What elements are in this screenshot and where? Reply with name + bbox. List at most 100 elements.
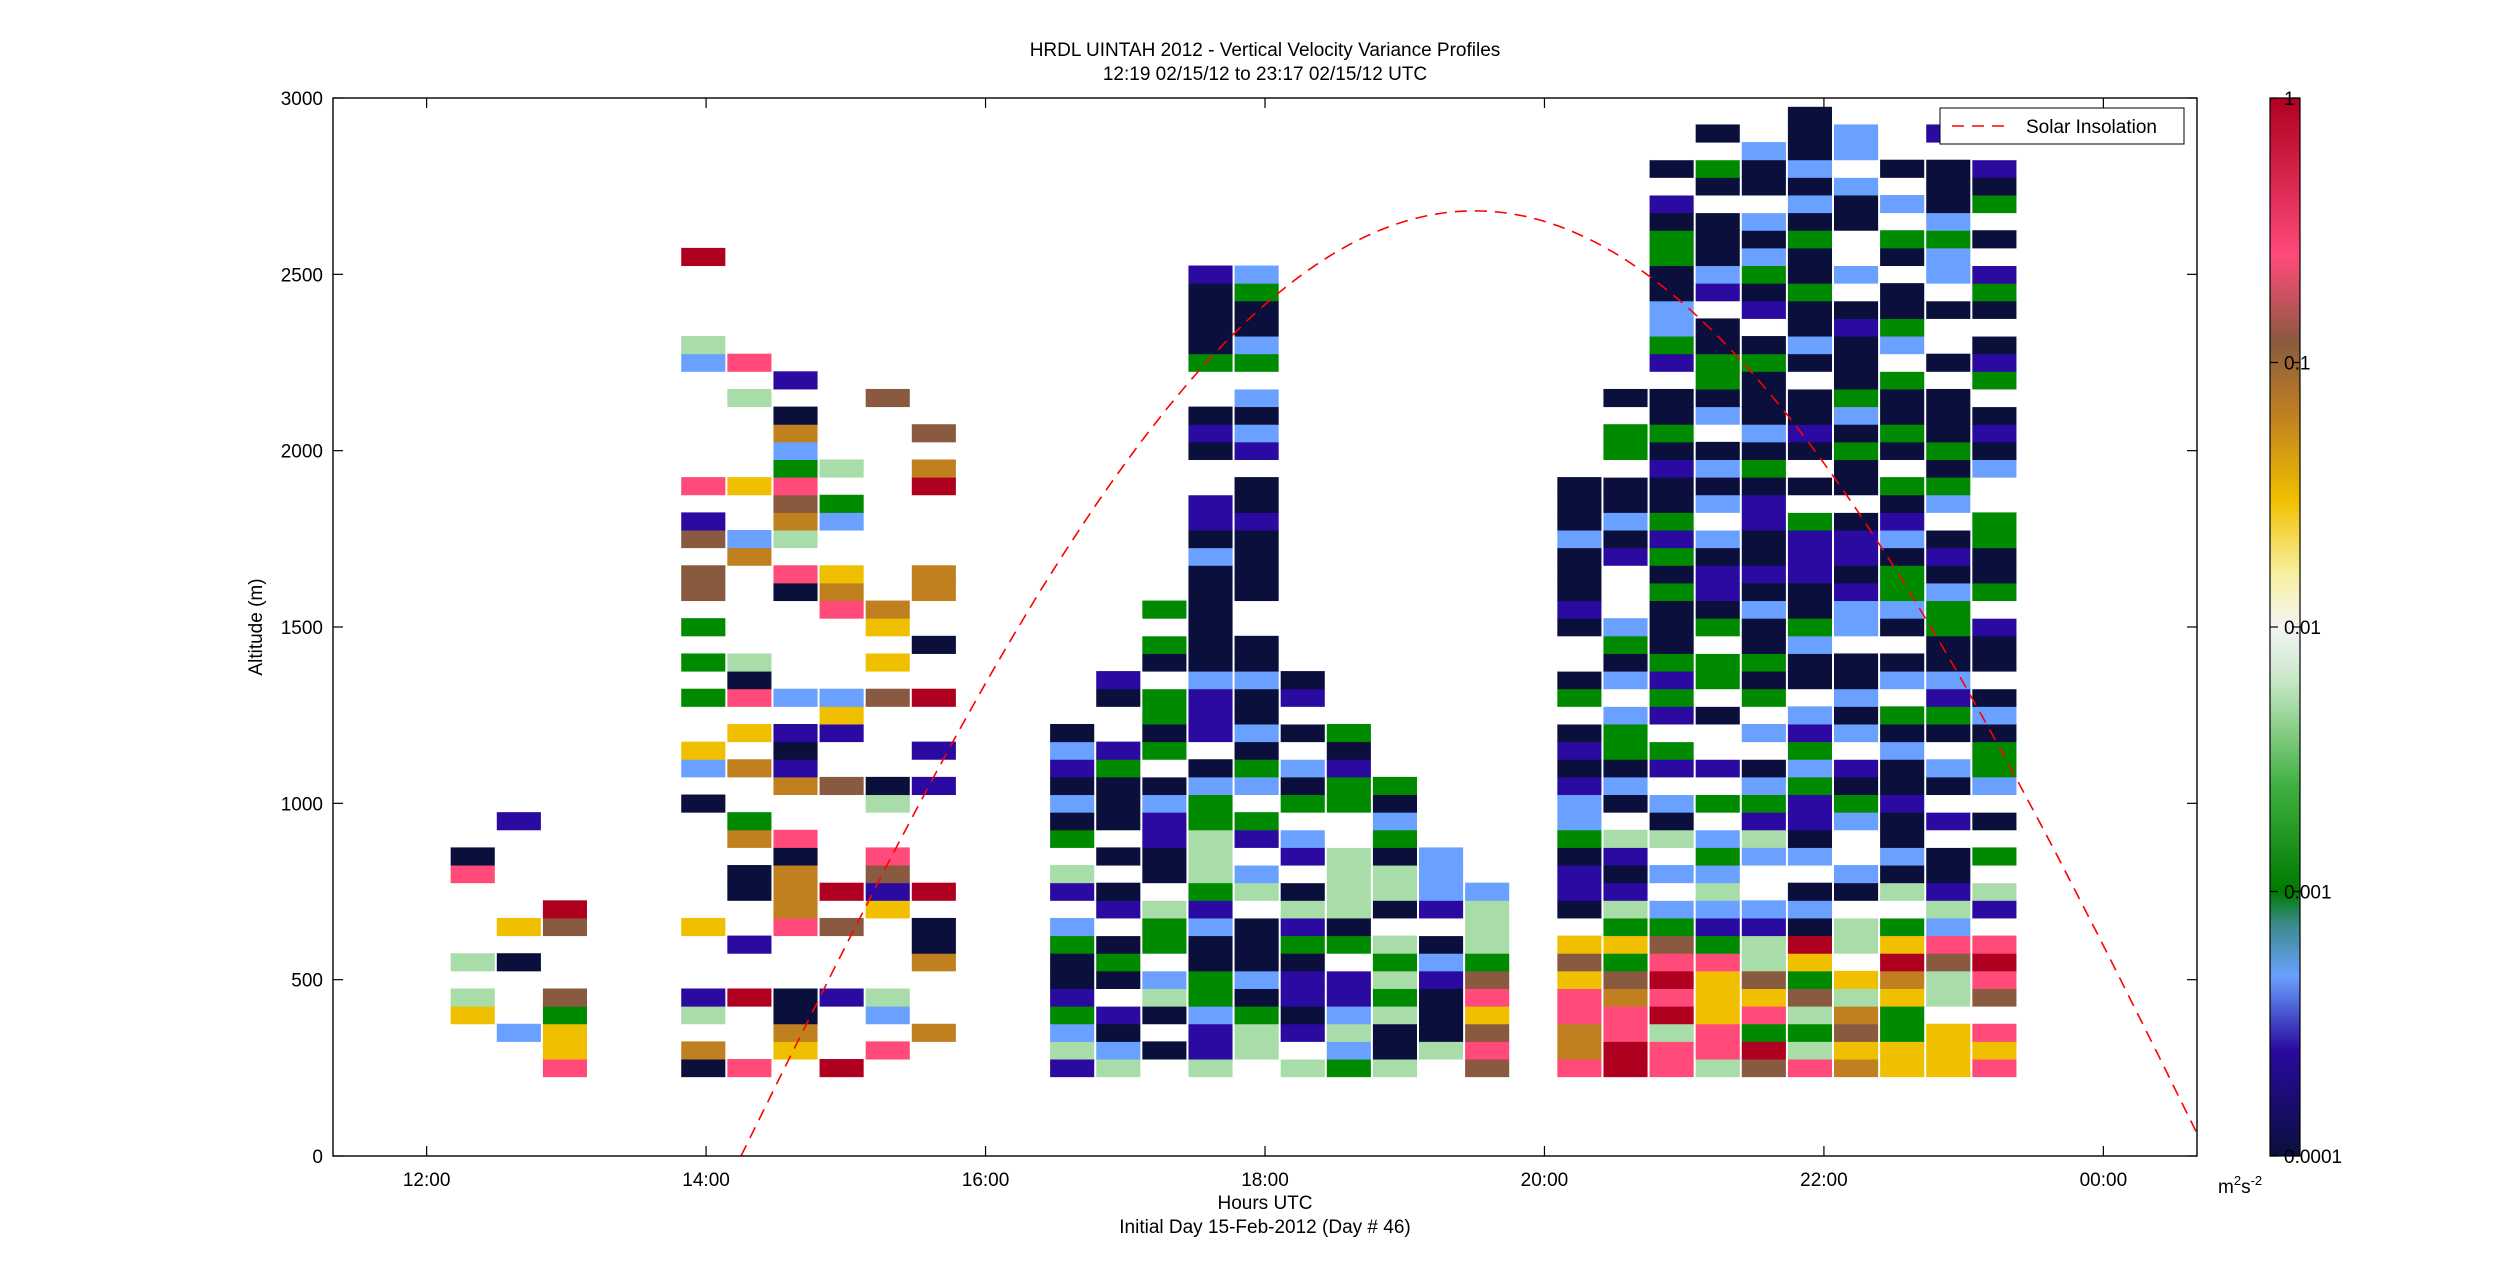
variance-cell	[1050, 776, 1095, 796]
variance-cell	[1787, 388, 1833, 408]
variance-cell	[1280, 865, 1325, 884]
variance-cell	[1741, 194, 1786, 214]
variance-cell	[1972, 671, 2017, 690]
variance-cell	[1557, 900, 1602, 919]
variance-cell	[1603, 900, 1648, 919]
variance-cell	[1142, 1006, 1187, 1025]
variance-cell	[1188, 812, 1233, 831]
variance-cell	[773, 424, 818, 443]
variance-cell	[865, 847, 910, 866]
variance-cell	[1880, 917, 1925, 937]
variance-cell	[1787, 671, 1833, 690]
variance-cell	[1741, 300, 1786, 319]
variance-cell	[1603, 494, 1648, 513]
variance-cell	[1326, 1023, 1371, 1042]
variance-cell	[1880, 706, 1925, 725]
variance-cell	[1972, 388, 2017, 408]
variance-cell	[1880, 600, 1925, 619]
variance-cell	[1695, 159, 1740, 178]
variance-cell	[1880, 829, 1925, 848]
variance-cell	[1972, 459, 2017, 478]
variance-cell	[1834, 776, 1879, 796]
variance-cell	[1280, 970, 1325, 989]
variance-cell	[1234, 1006, 1279, 1025]
variance-cell	[1649, 565, 1694, 584]
variance-cell	[1926, 829, 1971, 848]
variance-cell	[1557, 635, 1602, 654]
variance-cell	[1050, 759, 1095, 778]
variance-cell	[1926, 812, 1971, 831]
variance-cell	[1142, 953, 1187, 972]
variance-cell	[1695, 406, 1740, 425]
variance-cell	[1096, 970, 1141, 989]
variance-cell	[1787, 565, 1833, 584]
variance-cell	[1880, 1041, 1925, 1060]
variance-cell	[1926, 759, 1971, 778]
variance-cell	[1603, 618, 1648, 637]
variance-cell	[1188, 371, 1233, 390]
variance-cell	[1188, 565, 1233, 584]
variance-cell	[1050, 953, 1095, 972]
variance-cell	[1649, 212, 1694, 231]
variance-cell	[1972, 988, 2017, 1007]
variance-cell	[1557, 741, 1602, 760]
variance-cell	[1926, 318, 1971, 337]
variance-cell	[1834, 1023, 1879, 1042]
variance-cell	[1280, 1041, 1325, 1060]
variance-cell	[1972, 653, 2017, 672]
variance-cell	[1787, 776, 1833, 796]
variance-cell	[1695, 829, 1740, 848]
variance-cell	[1280, 900, 1325, 919]
variance-cell	[1649, 283, 1694, 302]
variance-cell	[1926, 776, 1971, 796]
variance-cell	[1188, 300, 1233, 319]
variance-cell	[1787, 900, 1833, 919]
variance-cell	[1834, 759, 1879, 778]
variance-cell	[1834, 600, 1879, 619]
variance-cell	[1972, 406, 2017, 425]
variance-cell	[1741, 829, 1786, 848]
variance-cell	[1787, 1059, 1833, 1078]
variance-cell	[450, 1006, 495, 1025]
variance-cell	[1234, 935, 1279, 954]
variance-cell	[1926, 1059, 1971, 1078]
variance-cell	[1880, 776, 1925, 796]
variance-cell	[1188, 530, 1233, 549]
variance-cell	[1695, 865, 1740, 884]
variance-cell	[1880, 247, 1925, 267]
variance-cell	[1741, 635, 1786, 654]
variance-cell	[1188, 706, 1233, 725]
variance-cell	[1096, 794, 1141, 813]
variance-cell	[773, 723, 818, 743]
variance-cell	[1926, 441, 1971, 460]
variance-cell	[1787, 917, 1833, 937]
variance-cell	[1834, 194, 1879, 214]
variance-cell	[1188, 653, 1233, 672]
variance-cell	[1649, 935, 1694, 954]
variance-cell	[1834, 530, 1879, 549]
variance-cell	[1188, 865, 1233, 884]
variance-cell	[1834, 406, 1879, 425]
variance-cell	[1188, 688, 1233, 707]
variance-cell	[1926, 177, 1971, 196]
variance-cell	[911, 953, 956, 972]
variance-cell	[1050, 935, 1095, 954]
variance-cell	[1834, 494, 1879, 513]
variance-cell	[1557, 759, 1602, 778]
variance-cell	[1096, 776, 1141, 796]
variance-cell	[1741, 265, 1786, 284]
variance-cell	[1695, 512, 1740, 531]
variance-cell	[1741, 794, 1786, 813]
variance-cell	[911, 582, 956, 602]
variance-cell	[1603, 424, 1648, 443]
variance-cell	[1880, 865, 1925, 884]
variance-cell	[727, 759, 772, 778]
variance-cell	[496, 917, 541, 937]
variance-cell	[1649, 353, 1694, 372]
variance-cell	[1926, 618, 1971, 637]
variance-cell	[1787, 653, 1833, 672]
variance-cell	[1188, 477, 1233, 496]
variance-cell	[819, 988, 864, 1007]
variance-cell	[1649, 336, 1694, 355]
variance-cell	[1834, 265, 1879, 284]
